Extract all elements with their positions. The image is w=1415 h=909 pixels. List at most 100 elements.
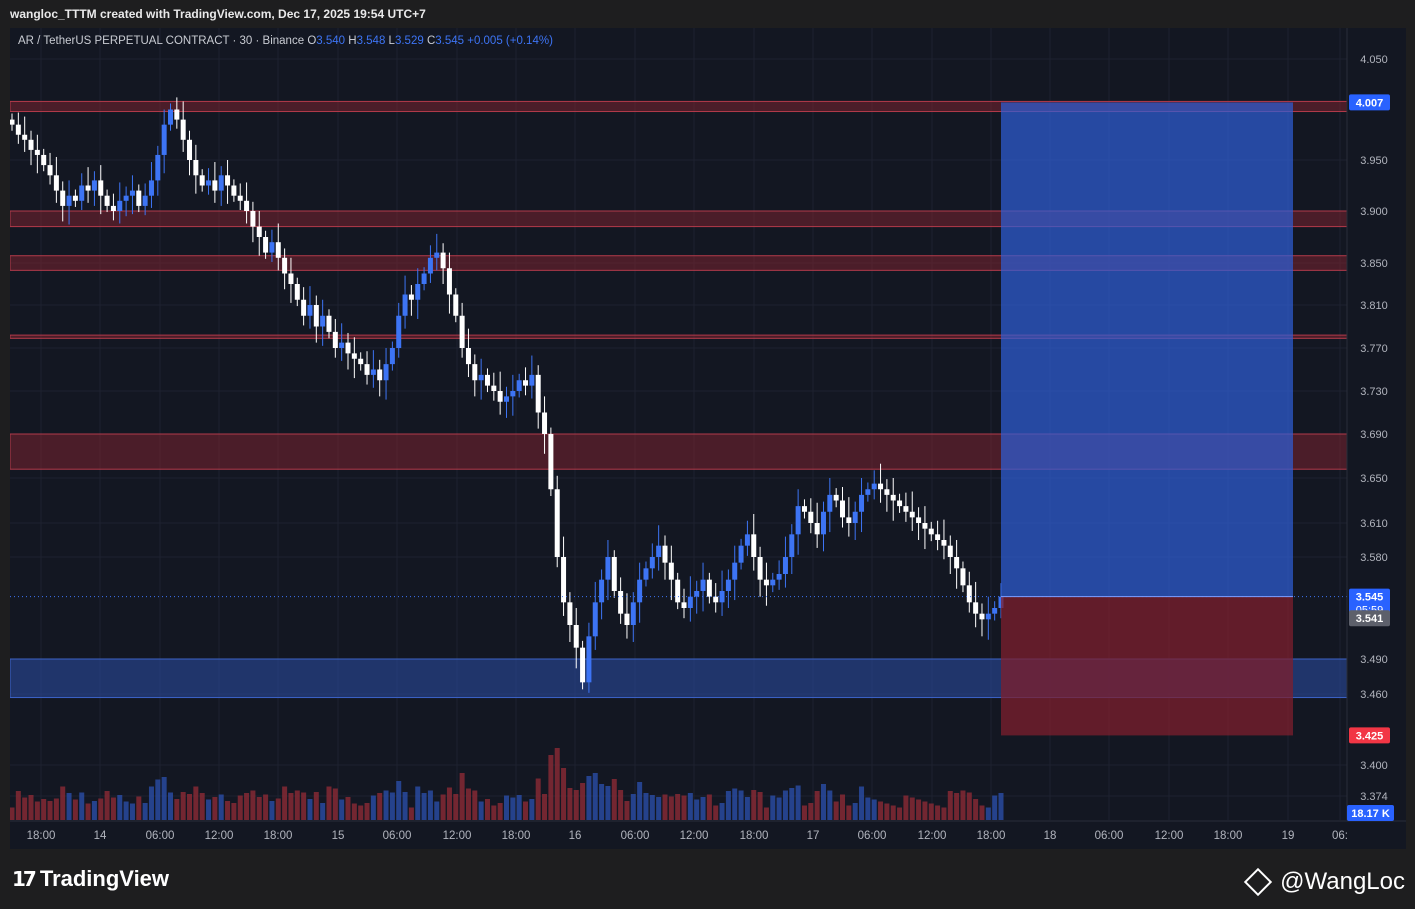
time-tick-label: 12:00 [918,830,947,842]
candle-body [339,342,345,348]
volume-bar [339,799,345,820]
candle-body [630,602,636,625]
candle-body [263,237,269,253]
volume-bar [599,784,605,820]
candle-body [484,374,490,386]
volume-bar [567,788,573,820]
change-value: +0.005 (+0.14%) [467,35,553,47]
candle-body [34,149,40,155]
candle-body [15,124,21,135]
candle-body [332,331,338,348]
time-tick-label: 16 [569,830,582,842]
candle-body [187,139,193,160]
close-value: 3.545 [435,35,465,47]
position-stop-zone [1001,596,1293,736]
chart-pane[interactable]: 4.050 3.950 3.900 3.850 3.810 3.770 3.730 3.690… [10,28,1406,849]
volume-bar [491,805,497,820]
volume-bar [415,786,421,820]
volume-bar [47,801,53,820]
time-tick-label: 06:00 [621,830,650,842]
price-chart[interactable]: 4.050 3.950 3.900 3.850 3.810 3.770 3.730 3.690… [10,28,1406,849]
candle-body [751,534,757,557]
volume-bar [212,797,218,820]
chart-credit: wangloc_TTTM created with TradingView.co… [10,7,426,21]
candle-body [408,294,414,300]
volume-bar [979,805,985,820]
open-value: 3.540 [316,35,346,47]
price-tick-label: 3.690 [1360,429,1388,441]
volume-bar [206,799,212,820]
candle-body [53,175,59,191]
candle-body [732,562,738,580]
volume-bar [79,792,85,820]
candle-body [155,154,161,181]
volume-bar [263,794,269,820]
candle-body [922,523,928,529]
volume-bar [174,799,180,820]
tradingview-brand[interactable]: 𝟭𝟳 TradingView [12,866,169,892]
candle-body [827,494,833,512]
time-tick-label: 06:00 [383,830,412,842]
candle-body [345,342,351,354]
candle-body [928,528,934,535]
volume-bar [890,805,896,820]
volume-bar [548,755,554,820]
candle-body [909,511,915,518]
candle-body [465,348,471,365]
volume-bar [554,748,560,820]
price-tick-label: 3.400 [1360,760,1388,772]
stop-price-tag: 3.425 [1356,730,1384,742]
time-tick-label: 18:00 [740,830,769,842]
volume-bar [256,797,262,820]
volume-bar [510,797,516,820]
volume-bar [732,788,738,820]
volume-bar [218,794,224,820]
candle-body [548,434,554,490]
volume-bar [859,786,865,820]
candle-body [694,591,700,597]
volume-bar [884,803,890,820]
volume-bar [903,795,909,820]
volume-bar [960,790,966,820]
candle-body [136,190,142,206]
volume-bar [408,807,414,820]
close-key: C [426,35,436,47]
candle-body [117,200,123,211]
volume-bar [117,795,123,820]
volume-bar [459,773,465,820]
volume-bar [15,791,21,820]
volume-bar [269,801,275,820]
candle-body [510,391,516,397]
volume-bar [706,794,712,820]
volume-bar [364,803,370,820]
low-key: L [388,35,395,47]
volume-bar [383,790,389,820]
candle-body [713,596,719,603]
volume-bar [465,788,471,820]
volume-bar [231,803,237,820]
candle-body [148,180,154,196]
candle-body [142,195,148,206]
volume-bar [782,790,788,820]
volume-bar [808,803,814,820]
candle-body [611,557,617,591]
candle-body [903,506,909,512]
time-tick-label: 18:00 [977,830,1006,842]
candle-body [491,385,497,391]
volume-bar [351,803,357,820]
volume-bar [434,801,440,820]
candle-body [180,119,186,140]
volume-bar [573,790,579,820]
candle-body [770,579,776,586]
candle-body [193,160,199,176]
volume-bar [104,791,110,820]
volume-bar [649,795,655,820]
volume-bar [110,797,116,820]
volume-bar [928,803,934,820]
volume-tag-bg [1347,805,1394,821]
candle-body [288,273,294,284]
volume-bar [605,786,611,820]
candle-body [244,200,250,211]
candle-body [580,647,586,683]
candle-body [801,506,807,512]
